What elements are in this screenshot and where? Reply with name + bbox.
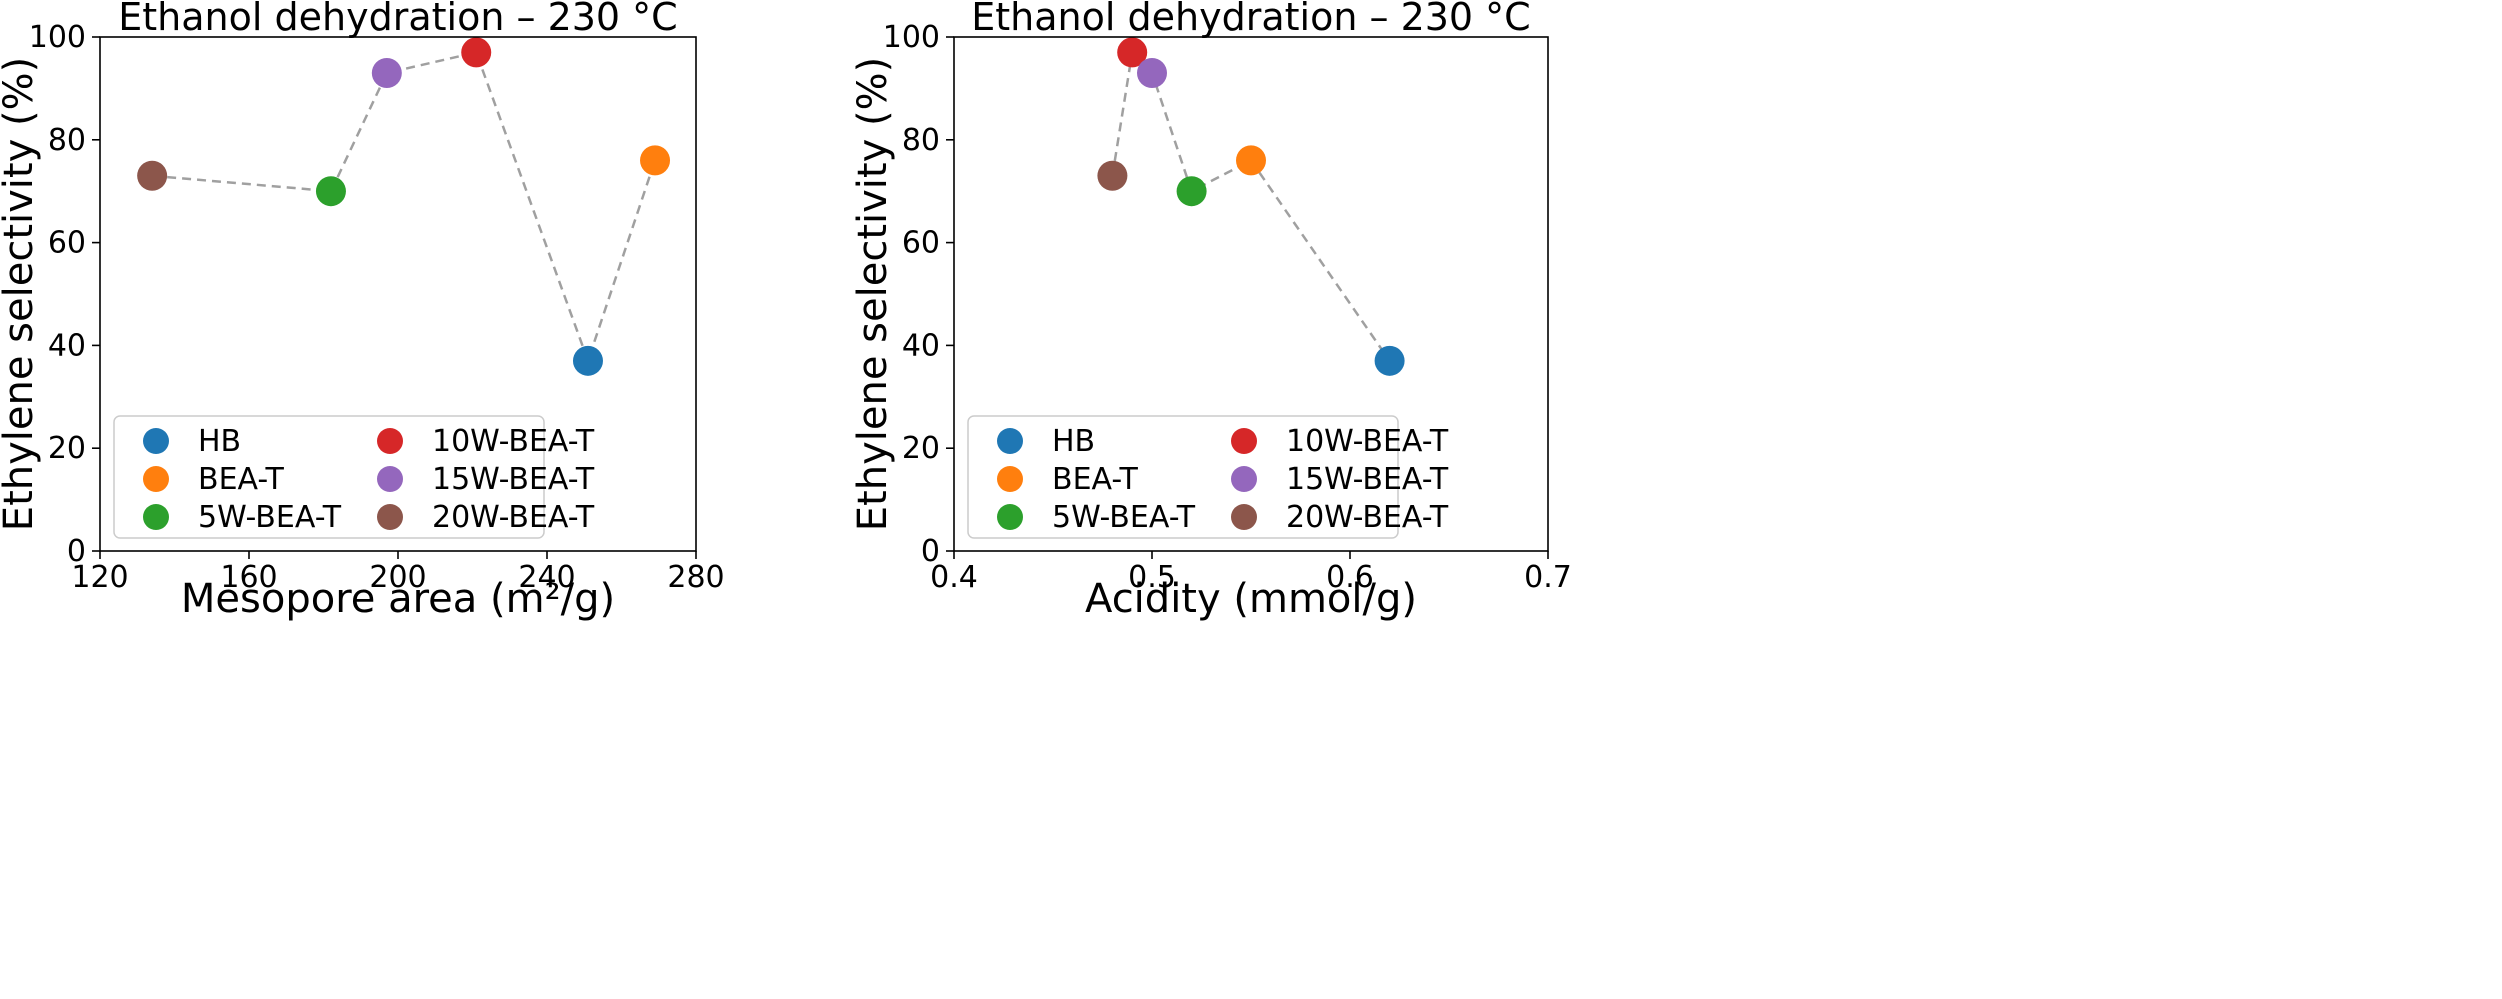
legend-label-hb: HB (198, 424, 241, 459)
legend-box (967, 415, 1399, 539)
x-tick-label: 120 (71, 560, 128, 595)
y-tick-label: 20 (48, 431, 86, 466)
legend-marker-15w-bea-t (1231, 466, 1257, 492)
x-tick-label: 160 (220, 560, 277, 595)
data-point-10w-bea-t (1117, 37, 1148, 68)
chart-title: Ethanol dehydration – 230 °C (118, 0, 677, 39)
x-tick-label: 0.4 (930, 560, 978, 595)
legend-marker-bea-t (997, 466, 1023, 492)
legend-label-bea-t: BEA-T (198, 462, 284, 497)
legend-label-5w-bea-t: 5W-BEA-T (198, 500, 342, 535)
x-axis-label: Acidity (mmol/g) (1085, 576, 1417, 622)
data-point-bea-t (640, 145, 671, 176)
y-tick-label: 0 (921, 534, 940, 569)
y-axis-label: Ethylene selectivity (%) (0, 57, 42, 531)
legend-label-15w-bea-t: 15W-BEA-T (1286, 462, 1449, 497)
legend-box (113, 415, 545, 539)
y-tick-label: 100 (29, 20, 86, 55)
data-point-5w-bea-t (315, 176, 346, 207)
x-tick-label: 0.7 (1524, 560, 1572, 595)
x-tick-label: 200 (369, 560, 426, 595)
x-tick-label: 240 (518, 560, 575, 595)
x-axis-label: Mesopore area (m²/g) (181, 576, 615, 622)
data-point-20w-bea-t (137, 160, 168, 191)
x-tick-label: 0.6 (1326, 560, 1374, 595)
x-tick-label: 0.5 (1128, 560, 1176, 595)
y-tick-label: 60 (902, 226, 940, 261)
chart-panel-mesopore-area: 120 160 200 240 280 0 20 40 60 80 100 Ethanol dehyd… (0, 0, 725, 622)
x-tick-label: 280 (667, 560, 724, 595)
legend-marker-20w-bea-t (1231, 504, 1257, 530)
legend-label-10w-bea-t: 10W-BEA-T (1286, 424, 1449, 459)
legend-marker-bea-t (143, 466, 169, 492)
data-point-5w-bea-t (1176, 176, 1207, 207)
legend-marker-10w-bea-t (377, 428, 403, 454)
legend-marker-5w-bea-t (143, 504, 169, 530)
legend-label-15w-bea-t: 15W-BEA-T (432, 462, 595, 497)
chart-title: Ethanol dehydration – 230 °C (971, 0, 1530, 39)
y-tick-label: 80 (902, 123, 940, 158)
data-point-bea-t (1236, 145, 1266, 176)
y-tick-label: 0 (67, 534, 86, 569)
y-tick-label: 60 (48, 226, 86, 261)
legend-label-hb: HB (1052, 424, 1095, 459)
data-point-hb (1374, 345, 1405, 376)
legend-marker-hb (143, 428, 169, 454)
legend-label-20w-bea-t: 20W-BEA-T (432, 500, 595, 535)
data-point-15w-bea-t (1137, 57, 1167, 88)
data-point-15w-bea-t (371, 57, 402, 88)
legend-label-bea-t: BEA-T (1052, 462, 1138, 497)
y-axis-label: Ethylene selectivity (%) (850, 57, 896, 531)
legend-marker-hb (997, 428, 1023, 454)
legend-label-5w-bea-t: 5W-BEA-T (1052, 500, 1196, 535)
y-tick-label: 40 (902, 328, 940, 363)
legend-marker-15w-bea-t (377, 466, 403, 492)
legend-marker-5w-bea-t (997, 504, 1023, 530)
y-tick-label: 100 (883, 20, 940, 55)
legend-label-10w-bea-t: 10W-BEA-T (432, 424, 595, 459)
connecting-dashed-line (1111, 49, 1391, 362)
y-tick-label: 20 (902, 431, 940, 466)
y-tick-label: 80 (48, 123, 86, 158)
connecting-dashed-line (152, 50, 657, 365)
data-point-20w-bea-t (1097, 160, 1128, 191)
y-tick-label: 40 (48, 328, 86, 363)
legend-marker-10w-bea-t (1231, 428, 1257, 454)
legend-marker-20w-bea-t (377, 504, 403, 530)
data-point-10w-bea-t (461, 37, 492, 68)
legend-label-20w-bea-t: 20W-BEA-T (1286, 500, 1449, 535)
plot-frame (953, 36, 1549, 552)
data-point-hb (572, 345, 603, 376)
chart-panel-acidity: 0.4 0.5 0.6 0.7 0 20 40 60 80 100 Ethanol dehydrat… (850, 0, 1572, 622)
